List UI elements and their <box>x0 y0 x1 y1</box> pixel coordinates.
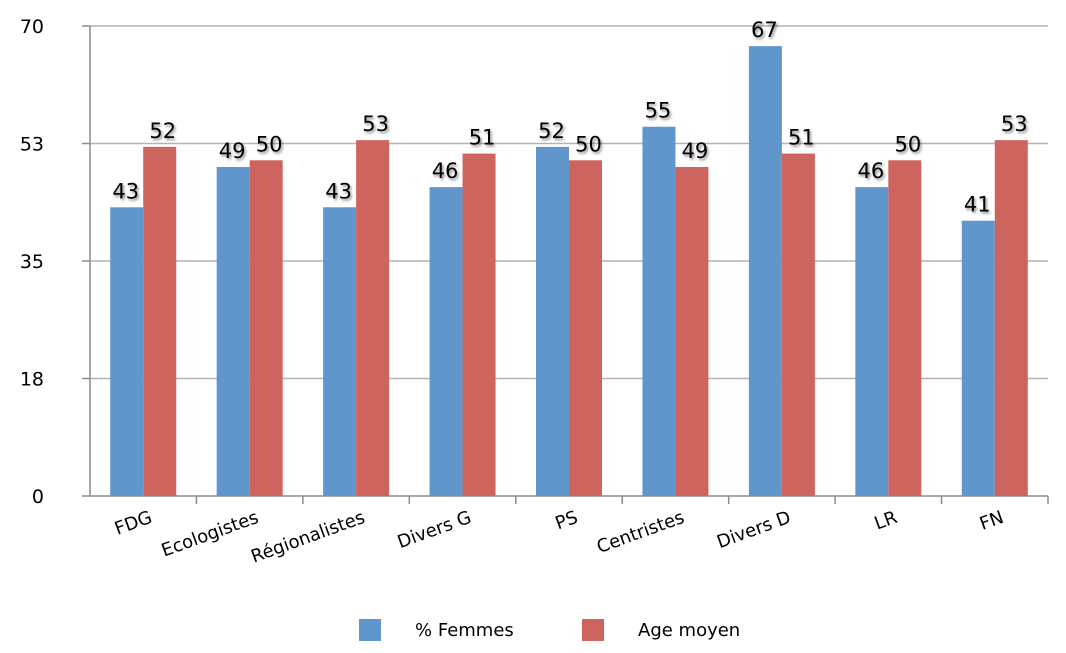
bar-age <box>888 160 922 497</box>
data-label: 50 <box>256 132 283 156</box>
y-tick-label: 70 <box>20 16 44 38</box>
data-label: 55 <box>645 99 672 123</box>
bar-femmes <box>855 187 889 496</box>
x-tick-label: Divers G <box>395 507 475 553</box>
bar-age <box>675 167 709 496</box>
data-label: 49 <box>682 139 709 163</box>
x-tick-label: FN <box>977 507 1007 535</box>
data-label: 49 <box>219 139 246 163</box>
bar-femmes <box>216 167 250 496</box>
data-label: 52 <box>538 119 565 143</box>
x-tick-label: Divers D <box>714 507 793 553</box>
bar-age <box>462 153 496 497</box>
data-label: 67 <box>751 18 778 42</box>
bars <box>110 46 1028 497</box>
x-tick-label: PS <box>553 507 581 534</box>
y-tick-label: 35 <box>20 251 44 273</box>
data-label: 43 <box>112 179 139 203</box>
x-tick-label: Ecologistes <box>159 507 262 561</box>
bar-femmes <box>536 146 569 496</box>
data-label: 50 <box>575 132 602 156</box>
data-label: 43 <box>325 179 352 203</box>
data-label: 51 <box>469 126 496 150</box>
bar-age <box>994 140 1028 496</box>
x-tick-label: LR <box>872 507 900 534</box>
bar-femmes <box>961 220 995 496</box>
bar-age <box>143 146 177 496</box>
bar-femmes <box>323 207 357 497</box>
bar-femmes <box>110 207 144 497</box>
x-tick-label: Régionalistes <box>248 507 368 568</box>
x-tick-label: FDG <box>112 507 155 540</box>
data-label: 46 <box>857 159 884 183</box>
x-tick-label: Centristes <box>594 507 687 558</box>
y-tick-label: 53 <box>20 134 44 156</box>
legend: % Femmes Age moyen <box>359 619 740 641</box>
bar-femmes <box>642 126 676 496</box>
bar-age <box>781 153 815 497</box>
data-label: 51 <box>788 126 815 150</box>
data-labels: 43 52 49 50 43 53 46 51 52 50 55 49 67 51 46 50 41 53 <box>112 18 1027 217</box>
data-label: 53 <box>1001 112 1028 136</box>
legend-label: Age moyen <box>638 620 740 641</box>
bar-age <box>569 160 602 497</box>
y-tick-label: 0 <box>32 486 44 508</box>
data-label: 52 <box>149 119 176 143</box>
data-label: 50 <box>894 132 921 156</box>
data-label: 41 <box>964 193 991 217</box>
data-label: 53 <box>362 112 389 136</box>
bar-age <box>356 140 390 496</box>
legend-swatch <box>359 619 381 641</box>
bar-femmes <box>429 187 463 496</box>
legend-swatch <box>582 619 604 641</box>
legend-label: % Femmes <box>415 620 514 641</box>
y-tick-label: 18 <box>20 369 44 391</box>
bar-femmes <box>748 46 782 497</box>
data-label: 46 <box>432 159 459 183</box>
bar-age <box>249 160 283 497</box>
